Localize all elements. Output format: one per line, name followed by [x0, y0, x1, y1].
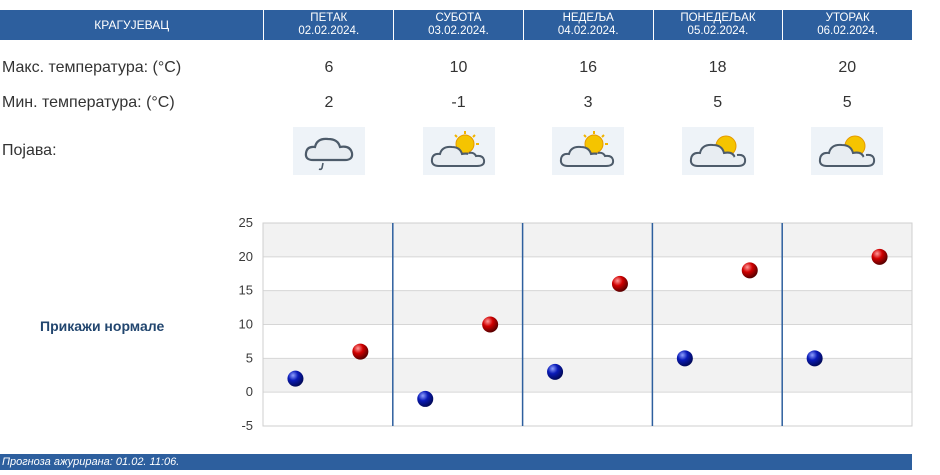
day-header-5: УТОРАК 06.02.2024. [783, 10, 912, 40]
day-date: 03.02.2024. [428, 25, 489, 37]
y-tick-label: 5 [246, 350, 253, 365]
grid-band [263, 223, 912, 257]
grid-band [263, 290, 912, 325]
min-temperature-value: 5 [713, 94, 723, 111]
phenomenon-label: Појава: [2, 142, 57, 159]
max-temperature-value: 16 [579, 59, 597, 76]
max-temperature-point [611, 275, 628, 292]
partly-cloudy-icon [811, 127, 884, 175]
grid-band [263, 358, 912, 393]
day-name: ПОНЕДЕЉАК [680, 12, 756, 24]
y-tick-label: 15 [239, 283, 253, 298]
min-temperature-point [287, 370, 304, 387]
day-header-1: ПЕТАК 02.02.2024. [264, 10, 395, 40]
day-date: 02.02.2024. [298, 25, 360, 37]
day-date: 06.02.2024. [817, 25, 879, 37]
y-tick-label: 10 [239, 317, 253, 332]
min-temperature-row: Мин. температура: (°C) 2 -1 3 5 5 [0, 92, 912, 114]
day-header-2: СУБОТА 03.02.2024. [394, 10, 524, 40]
day-name: УТОРАК [825, 12, 870, 24]
max-temperature-point [482, 316, 499, 333]
day-date: 05.02.2024. [687, 25, 749, 37]
plot-border [262, 222, 913, 427]
day-header-4: ПОНЕДЕЉАК 05.02.2024. [654, 10, 784, 40]
min-temperature-point [806, 350, 823, 367]
min-temperature-point [547, 363, 564, 380]
forecast-updated-footer: Прогноза ажурирана: 01.02. 11:06. [0, 454, 912, 470]
y-tick-label: -5 [241, 418, 253, 433]
max-temperature-value: 20 [838, 59, 857, 76]
day-name: НЕДЕЉА [562, 12, 614, 24]
min-temperature-value: 2 [324, 94, 334, 111]
y-tick-label: 25 [239, 215, 253, 230]
min-temperature-point [417, 390, 434, 407]
partly-cloudy-icon [552, 127, 625, 175]
grid-band [263, 392, 912, 426]
y-tick-label: 0 [246, 384, 253, 399]
max-temperature-value: 10 [449, 59, 468, 76]
day-date: 04.02.2024. [557, 25, 619, 37]
city-name: КРАГУЈЕВАЦ [0, 10, 265, 40]
max-temperature-row: Макс. температура: (°C) 6 10 16 18 20 [0, 57, 912, 79]
min-temperature-value: 5 [842, 94, 852, 111]
partly-cloudy-icon [681, 127, 754, 175]
partly-cloudy-icon [422, 127, 495, 175]
min-temperature-point [676, 350, 693, 367]
max-temperature-point [741, 262, 758, 279]
phenomenon-row: Појава: [0, 126, 912, 176]
day-name: ПЕТАК [310, 12, 348, 24]
day-name: СУБОТА [435, 12, 482, 24]
max-temperature-point [352, 343, 369, 360]
max-temperature-value: 6 [324, 59, 334, 76]
grid-band [263, 324, 912, 359]
grid-band [263, 256, 912, 291]
show-normals-link[interactable]: Прикажи нормале [40, 318, 165, 334]
max-temperature-label: Макс. температура: (°C) [2, 59, 182, 76]
cloud-rain-icon [292, 127, 365, 175]
max-temperature-point [871, 248, 888, 265]
min-temperature-value: 3 [583, 94, 593, 111]
min-temperature-value: -1 [451, 94, 466, 111]
max-temperature-value: 18 [708, 59, 727, 76]
min-temperature-label: Мин. температура: (°C) [2, 94, 175, 111]
forecast-header: КРАГУЈЕВАЦ ПЕТАК 02.02.2024. СУБОТА 03.0… [0, 10, 912, 40]
day-header-3: НЕДЕЉА 04.02.2024. [524, 10, 654, 40]
y-tick-label: 20 [239, 249, 253, 264]
